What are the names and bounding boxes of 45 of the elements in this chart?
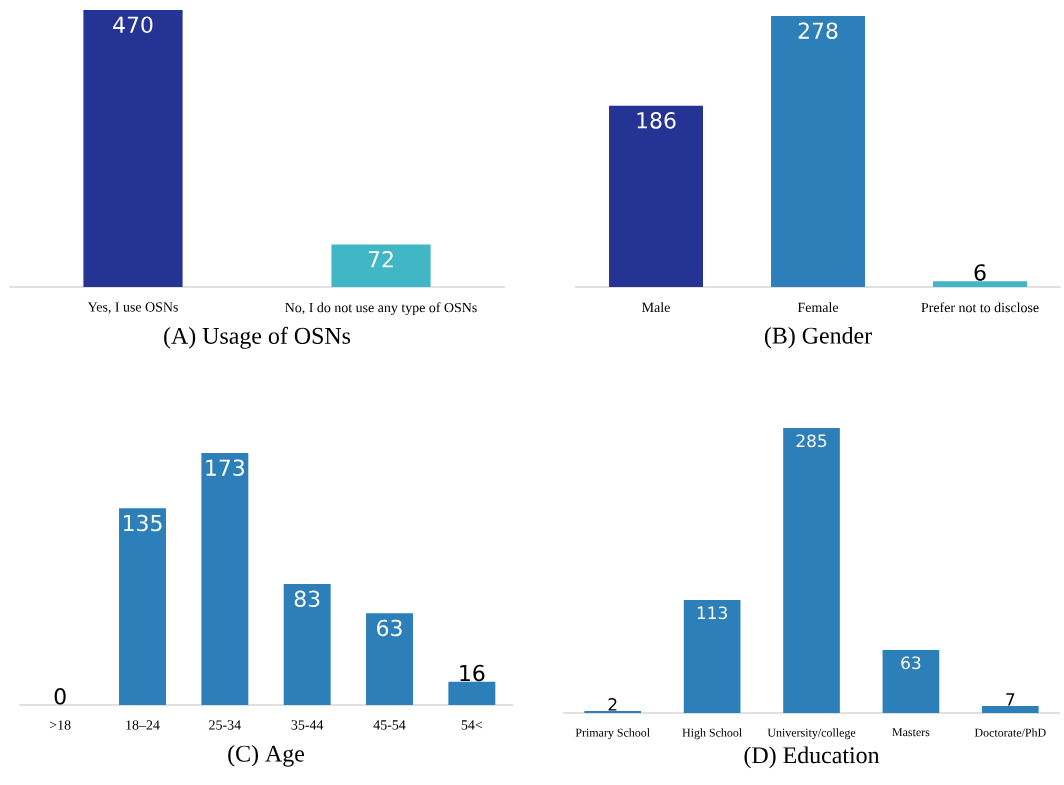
data-label: 16	[460, 664, 485, 682]
data-label: 285	[796, 434, 827, 448]
x-tick-label: High School	[682, 728, 742, 740]
data-label: 0	[54, 688, 66, 705]
x-tick-label: Masters	[892, 728, 930, 737]
bar	[283, 584, 331, 705]
data-label: 63	[377, 619, 402, 637]
data-label: 113	[697, 606, 727, 620]
x-tick-label: Female	[797, 302, 839, 313]
data-label: 72	[368, 250, 393, 268]
data-label: 7	[1006, 693, 1015, 706]
data-label: 2	[608, 698, 617, 711]
data-label: 83	[294, 590, 320, 608]
bar	[119, 508, 166, 705]
data-label: 6	[974, 264, 986, 281]
data-label: 186	[637, 112, 676, 129]
bar	[882, 650, 940, 713]
bar	[366, 613, 413, 705]
bar	[981, 706, 1039, 713]
text: (B) Gender	[764, 326, 872, 349]
x-tick-label: Yes, I use OSNs	[87, 302, 178, 314]
text: (D) Education	[744, 746, 880, 769]
data-label: 173	[206, 459, 244, 476]
bar	[201, 453, 249, 705]
x-tick-label: 45-54	[373, 720, 406, 730]
x-tick-label: >18	[49, 720, 71, 730]
x-tick-label: 25-34	[209, 720, 241, 730]
text: (C) Age	[228, 744, 305, 767]
x-tick-label: Prefer not to disclose	[921, 302, 1039, 313]
x-tick-label: Doctorate/PhD	[974, 728, 1046, 737]
data-label: 63	[901, 656, 921, 670]
x-tick-label: 18–24	[126, 720, 160, 730]
x-tick-label: Primary School	[575, 728, 650, 740]
bar	[683, 600, 741, 713]
bar	[448, 681, 496, 705]
data-label: 278	[798, 22, 838, 39]
data-label: 470	[113, 16, 153, 33]
x-tick-label: University/college	[767, 728, 856, 740]
text: (A) Usage of OSNs	[164, 326, 351, 349]
bar	[783, 428, 840, 713]
x-tick-label: No, I do not use any type of OSNs	[285, 302, 477, 316]
x-tick-label: 35-44	[291, 720, 324, 730]
data-label: 135	[124, 514, 162, 532]
x-tick-label: 54<	[461, 720, 483, 730]
x-tick-label: Male	[642, 302, 670, 313]
